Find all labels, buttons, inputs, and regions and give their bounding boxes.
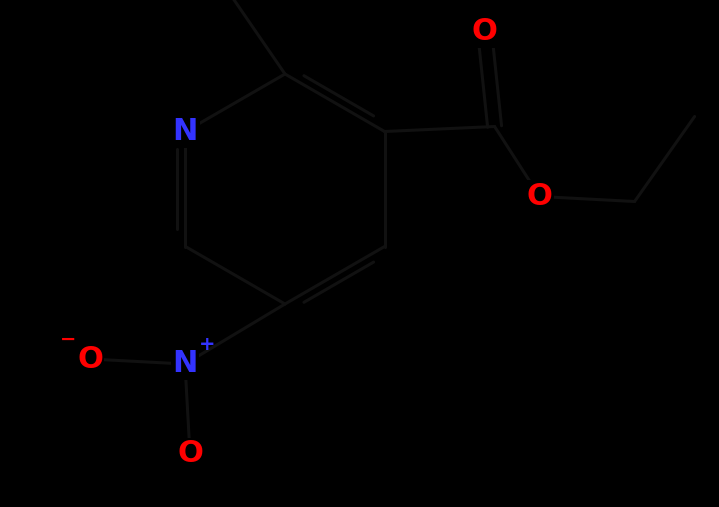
Text: O: O xyxy=(526,182,552,211)
Text: N: N xyxy=(173,349,198,379)
Text: O: O xyxy=(77,344,103,374)
Text: +: + xyxy=(198,335,215,353)
Text: O: O xyxy=(472,17,498,46)
Text: −: − xyxy=(60,330,76,348)
Text: N: N xyxy=(173,117,198,146)
Text: O: O xyxy=(177,440,203,468)
